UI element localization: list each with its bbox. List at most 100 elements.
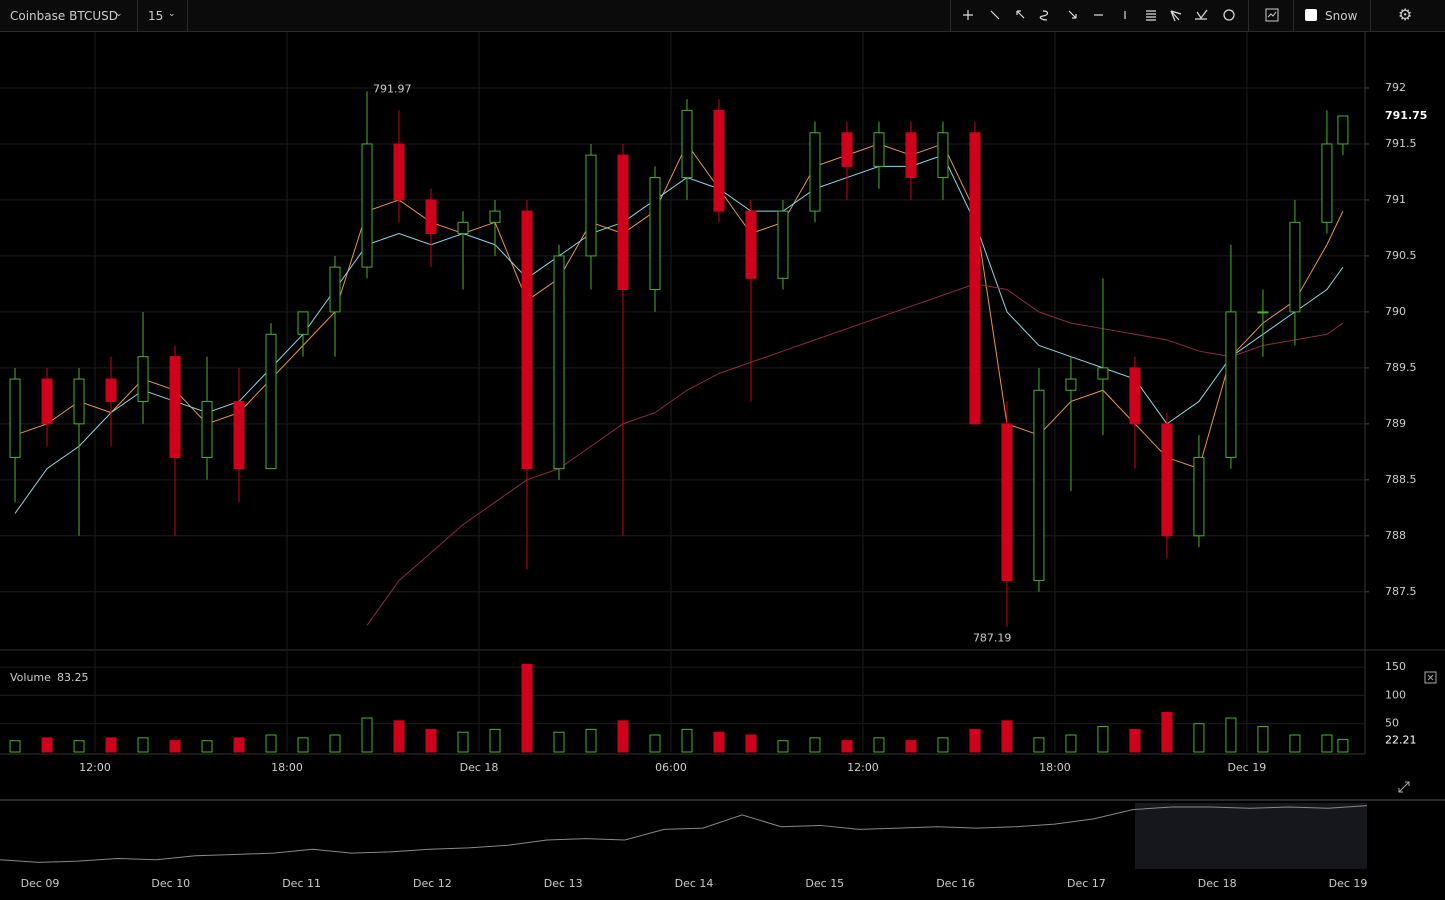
y-tick-label: 791 [1385,193,1406,206]
arrow-tool[interactable] [1016,10,1025,19]
candle-body [297,311,309,335]
volume-bar [1129,728,1141,753]
separator [950,0,951,31]
volume-bar [809,737,821,753]
candle-body [1257,311,1269,314]
navigator-line [0,805,1368,863]
last-volume-label: 22.21 [1385,733,1417,746]
volume-bar [233,737,245,753]
volume-bar [489,728,501,753]
drawing-tools [963,9,1235,22]
candle-body [1001,423,1013,582]
volume-bar [265,734,277,753]
symbol-caret[interactable]: ⌄ [115,9,123,19]
volume-bar [905,740,917,753]
candle-body [9,378,21,458]
candle-body [41,378,53,425]
candle-body [905,132,917,179]
ray-tool[interactable] [1068,10,1077,19]
navigator-date: Dec 17 [1067,877,1106,890]
volume-bar [329,734,341,753]
candle-body [233,400,245,470]
candle-body [169,356,181,458]
y-tick-label: 787.5 [1385,585,1417,598]
candle-body [201,400,213,458]
navigator-window[interactable] [1135,803,1367,869]
candle-body [649,177,661,290]
chart: Volume 83.25 12:00 18:00 Dec 18 06:00 12:00 1… [0,32,1445,890]
separator [187,0,188,31]
x-tick-label: Dec 18 [460,761,499,774]
trend-line-tool[interactable] [990,10,1000,20]
navigator-date: Dec 09 [21,877,60,890]
volume-bar [393,720,405,753]
volume-bar [521,663,533,753]
candle-body [841,132,853,167]
candle-body [969,132,981,425]
y-tick-label: 789.5 [1385,361,1417,374]
candle-body [1033,389,1045,582]
interval-caret[interactable]: ⌄ [168,9,176,19]
navigator-date: Dec 19 [1329,877,1368,890]
separator [1293,0,1294,31]
x-tick-label: 12:00 [847,761,879,774]
separator [1370,0,1371,31]
volume-bar [41,737,53,753]
fan-tool[interactable] [1170,10,1182,22]
snow-checkbox[interactable] [1305,9,1317,21]
volume-bar [73,740,85,753]
volume-bar [745,734,757,753]
volume-bar [1225,717,1237,753]
indicators-button[interactable] [1265,8,1279,22]
volume-bar [1289,734,1301,753]
volume-bar [1097,726,1109,753]
volume-bar [169,740,181,753]
symbol[interactable]: Coinbase BTCUSD [10,9,118,23]
navigator-date: Dec 15 [805,877,844,890]
candle-body [1321,143,1333,223]
volume-bar [1337,738,1349,753]
circle-tool[interactable] [1223,9,1235,21]
candle-body [1289,221,1301,313]
candle-body [105,378,117,402]
y-tick-label: 790 [1385,305,1406,318]
candle-body [1225,311,1237,458]
snow-label[interactable]: Snow [1325,9,1358,23]
volume-bar [713,731,725,753]
toolbar: Coinbase BTCUSD ⌄ 15 ⌄ Sno [0,0,1445,32]
candle-body [73,378,85,425]
volume-bar [585,728,597,753]
volume-bar [777,740,789,753]
fib-tool[interactable] [1146,10,1156,21]
moving-average [14,142,1344,470]
volume-bar [1257,726,1269,753]
volume-bar [937,737,949,753]
volume-bar [1001,720,1013,753]
curve-tool[interactable] [1039,10,1049,21]
settings-button[interactable]: ⚙ [1398,5,1413,24]
candle-body [809,132,821,212]
navigator-date: Dec 12 [413,877,452,890]
candle-body [457,221,469,235]
candle-body [329,266,341,313]
volume-bar [361,717,373,753]
volume-bar [681,728,693,753]
volume-bar [617,720,629,753]
candle-body [1337,115,1349,145]
close-volume-icon [1427,674,1434,681]
crosshair-tool[interactable] [963,10,973,20]
candle-body [265,333,277,470]
candle-body [937,132,949,179]
pitchfork-tool[interactable] [1195,9,1208,20]
close-volume[interactable] [1424,671,1437,684]
interval[interactable]: 15 [148,9,164,23]
volume-bar [1033,737,1045,753]
volume-title: Volume [10,671,51,684]
last-price-label: 791.75 [1385,109,1427,122]
volume-bar [425,728,437,753]
volume-bar [1193,723,1205,753]
volume-tick-label: 50 [1385,717,1399,730]
candle-body [1065,378,1077,391]
fullscreen-button[interactable] [1398,781,1410,793]
volume-bar [297,737,309,753]
